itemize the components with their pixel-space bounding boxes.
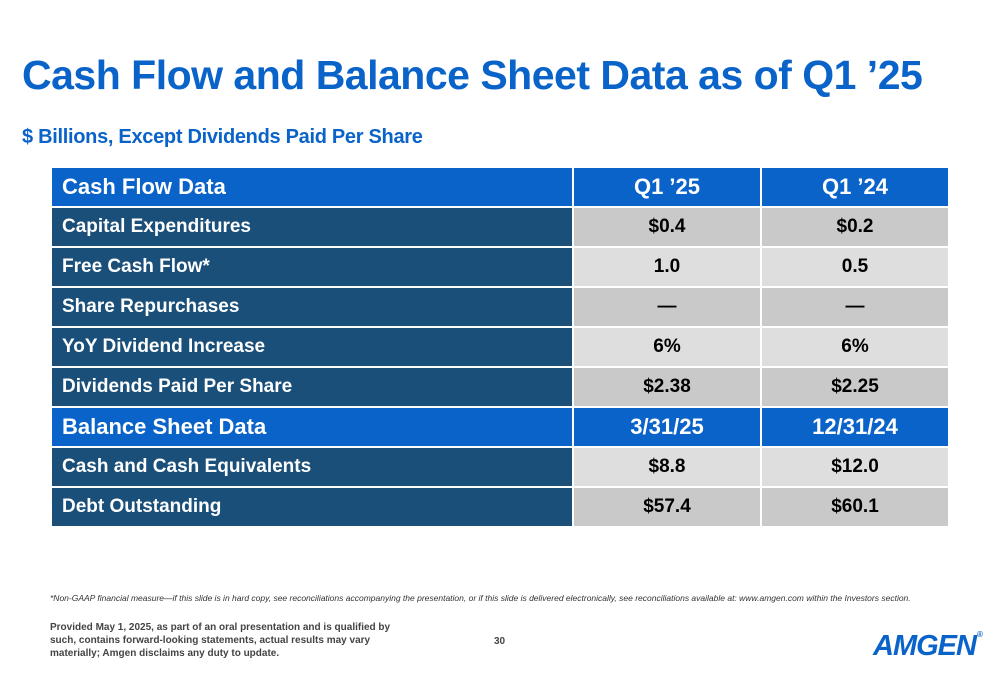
table-row: YoY Dividend Increase 6% 6%	[50, 326, 950, 368]
row-label: Dividends Paid Per Share	[50, 366, 574, 408]
balance-sheet-header-date1: 3/31/25	[572, 406, 762, 448]
amgen-logo: AMGEN®	[873, 630, 983, 663]
row-value-col1: $2.38	[572, 366, 762, 408]
row-value-col1: —	[572, 286, 762, 328]
table-row: Free Cash Flow* 1.0 0.5	[50, 246, 950, 288]
row-label: YoY Dividend Increase	[50, 326, 574, 368]
footnote: *Non-GAAP financial measure—if this slid…	[50, 593, 911, 603]
row-value-col2: $12.0	[760, 446, 950, 488]
row-value-col2: 0.5	[760, 246, 950, 288]
row-value-col1: 1.0	[572, 246, 762, 288]
row-value-col1: 6%	[572, 326, 762, 368]
row-value-col1: $8.8	[572, 446, 762, 488]
cash-flow-header-q1-24: Q1 ’24	[760, 166, 950, 208]
table-row: Share Repurchases — —	[50, 286, 950, 328]
table-row: Capital Expenditures $0.4 $0.2	[50, 206, 950, 248]
row-label: Debt Outstanding	[50, 486, 574, 528]
row-value-col2: $2.25	[760, 366, 950, 408]
table-row: Debt Outstanding $57.4 $60.1	[50, 486, 950, 528]
balance-sheet-header-date2: 12/31/24	[760, 406, 950, 448]
row-value-col2: 6%	[760, 326, 950, 368]
row-value-col1: $0.4	[572, 206, 762, 248]
row-value-col2: $0.2	[760, 206, 950, 248]
row-label: Capital Expenditures	[50, 206, 574, 248]
table-row: Dividends Paid Per Share $2.38 $2.25	[50, 366, 950, 408]
cash-flow-header-q1-25: Q1 ’25	[572, 166, 762, 208]
row-label: Cash and Cash Equivalents	[50, 446, 574, 488]
disclaimer: Provided May 1, 2025, as part of an oral…	[50, 622, 391, 659]
row-value-col2: —	[760, 286, 950, 328]
row-value-col1: $57.4	[572, 486, 762, 528]
financial-data-table: Cash Flow Data Q1 ’25 Q1 ’24 Capital Exp…	[50, 166, 950, 528]
page-number: 30	[494, 636, 506, 647]
table-row: Cash and Cash Equivalents $8.8 $12.0	[50, 446, 950, 488]
cash-flow-header-label: Cash Flow Data	[50, 166, 574, 208]
page-subtitle: $ Billions, Except Dividends Paid Per Sh…	[22, 126, 423, 148]
balance-sheet-header-label: Balance Sheet Data	[50, 406, 574, 448]
logo-text: AMGEN	[873, 630, 977, 662]
row-label: Free Cash Flow*	[50, 246, 574, 288]
cash-flow-header-row: Cash Flow Data Q1 ’25 Q1 ’24	[50, 166, 950, 208]
balance-sheet-header-row: Balance Sheet Data 3/31/25 12/31/24	[50, 406, 950, 448]
registered-mark-icon: ®	[976, 630, 983, 639]
page-title: Cash Flow and Balance Sheet Data as of Q…	[22, 52, 923, 98]
row-value-col2: $60.1	[760, 486, 950, 528]
row-label: Share Repurchases	[50, 286, 574, 328]
